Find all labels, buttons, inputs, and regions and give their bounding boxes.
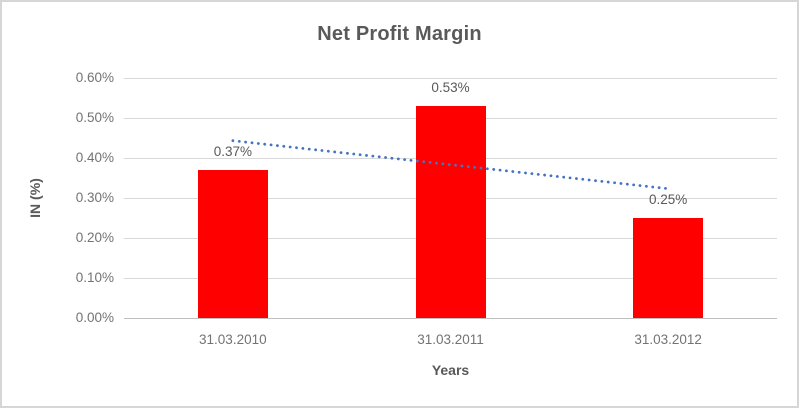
y-tick-label: 0.40% xyxy=(75,150,114,165)
bar-31.03.2010 xyxy=(197,170,268,318)
trendline xyxy=(231,139,670,191)
data-label: 0.37% xyxy=(213,144,252,159)
y-tick-label: 0.20% xyxy=(75,230,114,245)
y-tick-label: 0.30% xyxy=(75,190,114,205)
y-tick-label: 0.00% xyxy=(75,310,114,325)
x-tick-label: 31.03.2010 xyxy=(199,332,267,347)
y-tick-label: 0.60% xyxy=(75,70,114,85)
trendline-path xyxy=(231,139,670,191)
x-axis-title: Years xyxy=(431,362,470,378)
y-tick-label: 0.50% xyxy=(75,110,114,125)
bar-31.03.2011 xyxy=(415,106,486,318)
data-label: 0.53% xyxy=(431,80,470,95)
chart-title: Net Profit Margin xyxy=(317,23,482,45)
plot-area xyxy=(124,77,777,319)
y-tick-label: 0.10% xyxy=(75,270,114,285)
gridline xyxy=(124,317,777,319)
x-tick-label: 31.03.2011 xyxy=(417,332,484,347)
gridline xyxy=(124,77,777,79)
bar-31.03.2012 xyxy=(633,218,704,318)
data-label: 0.25% xyxy=(649,192,688,207)
x-tick-label: 31.03.2012 xyxy=(634,332,702,347)
